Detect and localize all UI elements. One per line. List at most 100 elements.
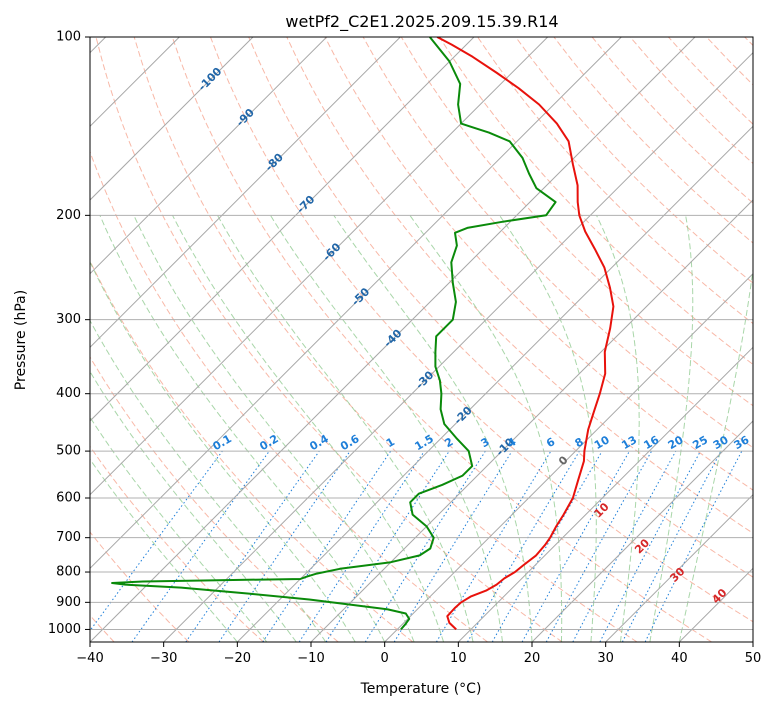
isotherm-line <box>163 51 753 642</box>
y-tick-label: 1000 <box>48 622 81 637</box>
y-tick-label: 800 <box>56 565 81 580</box>
moist-adiabat <box>90 319 327 642</box>
dry-adiabat <box>668 37 753 125</box>
moist-adiabat <box>333 215 533 642</box>
isotherm-line <box>90 37 622 570</box>
mixing-ratio-label: 2 <box>442 435 455 450</box>
isotherm-line <box>752 641 753 642</box>
dry-adiabat <box>90 356 339 642</box>
x-tick-label: 40 <box>671 651 688 666</box>
mixing-ratio-line <box>185 450 320 642</box>
y-tick-label: 100 <box>56 30 81 45</box>
pressure-gridlines <box>90 37 753 630</box>
moist-adiabat <box>90 260 356 642</box>
dry-adiabat <box>744 37 753 47</box>
x-tick-label: −30 <box>150 651 177 666</box>
isotherm-line <box>90 37 401 349</box>
mixing-ratio-label: 1.5 <box>413 432 436 453</box>
x-tick-label: 30 <box>597 651 614 666</box>
moist-adiabat <box>90 458 238 642</box>
temperature-line <box>436 37 615 631</box>
x-axis-label: Temperature (°C) <box>360 681 482 697</box>
moist-adiabat-label: 0 <box>556 453 571 468</box>
y-tick-label: 700 <box>56 530 81 545</box>
moist-adiabat <box>133 215 415 642</box>
moist-adiabat <box>172 215 445 642</box>
isotherm-line <box>90 37 549 496</box>
mixing-ratio-line <box>131 450 270 642</box>
isotherm-line <box>90 37 328 275</box>
skewed-isotherms <box>90 37 753 642</box>
dry-adiabat <box>90 259 414 642</box>
mixing-ratio-label: 13 <box>619 433 639 452</box>
moist-adiabat <box>499 215 597 642</box>
isotherm-line <box>457 346 753 642</box>
dry-adiabat <box>591 37 753 204</box>
mixing-ratio-line <box>90 450 223 632</box>
mixing-ratio-label: 0.1 <box>210 432 233 453</box>
mixing-ratio-label: 0.6 <box>338 432 362 453</box>
mixing-ratio-line <box>298 450 425 642</box>
dry-adiabat <box>210 37 753 623</box>
moist-adiabats <box>90 215 753 642</box>
mixing-ratio-label: 25 <box>690 433 710 452</box>
x-tick-label: 10 <box>450 651 467 666</box>
y-axis-label: Pressure (hPa) <box>13 290 29 390</box>
isotherm-line <box>310 199 753 642</box>
moist-adiabat <box>90 370 297 642</box>
mixing-ratio-line <box>262 450 392 642</box>
dry-adiabat <box>400 37 753 407</box>
mixing-ratio-label: 30 <box>711 433 731 452</box>
mixing-ratio-line <box>393 450 513 642</box>
mixing-ratio-line <box>218 450 351 642</box>
mixing-ratio-line <box>521 450 630 642</box>
y-tick-label: 400 <box>56 386 81 401</box>
y-axis-ticks: 1000 900 800 700 600 500 400 300 200 100 <box>48 30 90 637</box>
dry-adiabat <box>90 445 264 642</box>
mixing-ratio-line <box>545 450 653 642</box>
moist-adiabat <box>90 416 268 642</box>
dry-adiabat <box>90 531 190 642</box>
chart-title: wetPf2_C2E1.2025.209.15.39.R14 <box>285 12 558 32</box>
plot-area: -100-90-80-70-60-50-40-30-20-100.1 0.2 0.4… <box>90 37 753 642</box>
mixing-ratio-label: 36 <box>732 433 752 452</box>
moist-adiabat <box>678 265 753 642</box>
mixing-ratio-label: 1 <box>384 435 397 450</box>
y-tick-label: 300 <box>56 312 81 327</box>
moist-adiabat <box>217 215 474 642</box>
isotherm-line <box>678 567 753 642</box>
dry-adiabat <box>248 37 753 578</box>
y-tick-label: 500 <box>56 444 81 459</box>
x-tick-label: 0 <box>381 651 389 666</box>
dry-adiabat <box>95 37 563 642</box>
moist-adiabat <box>270 215 503 642</box>
dry-adiabat <box>90 150 488 642</box>
mixing-ratio-lines <box>90 450 743 642</box>
mixing-ratio-label: 6 <box>544 435 557 450</box>
mixing-ratio-label: 16 <box>641 433 661 452</box>
x-tick-label: 50 <box>745 651 762 666</box>
x-tick-label: −20 <box>224 651 251 666</box>
y-tick-label: 900 <box>56 595 81 610</box>
moist-adiabat <box>649 215 694 642</box>
dewpoint-line <box>111 37 557 631</box>
mixing-ratio-line <box>467 450 580 642</box>
x-axis-ticks: −40 −30 −20 −10 0 10 20 30 40 50 <box>76 642 761 666</box>
moist-adiabat <box>99 215 386 642</box>
moist-adiabat <box>409 215 563 642</box>
moist-adiabat-label: 30 <box>667 565 687 585</box>
y-tick-label: 200 <box>56 208 81 223</box>
x-tick-label: 20 <box>524 651 541 666</box>
isotherm-line <box>90 37 696 642</box>
isotherm-line <box>90 37 254 201</box>
isotherm-line <box>531 420 753 642</box>
x-tick-label: −40 <box>76 651 103 666</box>
moist-adiabat-label: 10 <box>592 500 612 520</box>
moist-adiabat <box>596 215 640 642</box>
isotherm-line <box>384 272 753 642</box>
isotherm-line <box>236 125 753 642</box>
y-tick-label: 600 <box>56 491 81 506</box>
dry-adiabat <box>438 37 753 366</box>
mixing-ratio-line <box>644 450 743 642</box>
